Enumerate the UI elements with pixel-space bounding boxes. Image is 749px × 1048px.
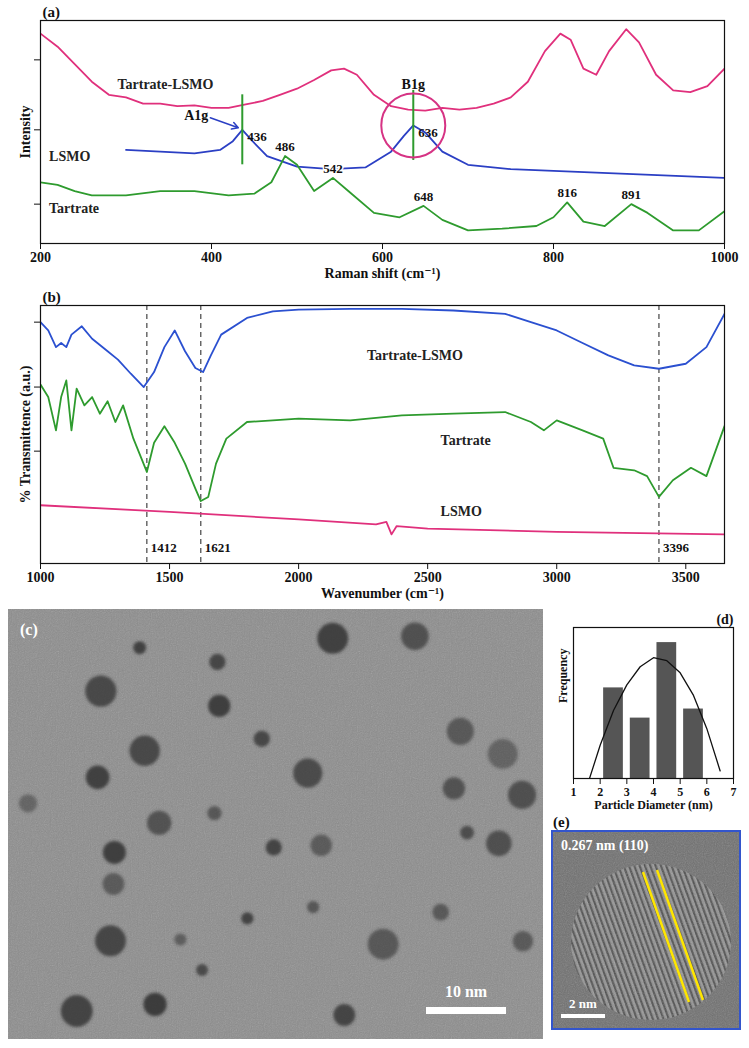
svg-text:Wavenumber (cm⁻¹): Wavenumber (cm⁻¹)	[321, 586, 444, 602]
svg-text:5: 5	[677, 785, 684, 799]
svg-text:1412: 1412	[151, 540, 177, 555]
svg-text:1000: 1000	[711, 250, 739, 265]
svg-text:0.267 nm (110): 0.267 nm (110)	[561, 838, 649, 854]
svg-text:800: 800	[543, 250, 564, 265]
svg-text:200: 200	[30, 250, 51, 265]
svg-text:Tartrate-LSMO: Tartrate-LSMO	[117, 77, 213, 92]
svg-text:3000: 3000	[543, 570, 571, 585]
svg-text:891: 891	[622, 187, 642, 202]
svg-text:636: 636	[418, 125, 438, 140]
svg-text:2 nm: 2 nm	[569, 996, 597, 1011]
svg-text:2500: 2500	[414, 570, 442, 585]
svg-text:Frequency: Frequency	[556, 649, 570, 703]
svg-text:648: 648	[414, 189, 434, 204]
svg-text:Tartrate: Tartrate	[49, 201, 99, 216]
svg-text:816: 816	[557, 185, 577, 200]
svg-text:7: 7	[731, 785, 737, 799]
svg-text:% Transmittence (a.u.): % Transmittence (a.u.)	[18, 365, 34, 503]
svg-text:1: 1	[571, 785, 577, 799]
svg-text:486: 486	[275, 139, 295, 154]
svg-text:(c): (c)	[20, 621, 38, 639]
svg-text:6: 6	[703, 785, 710, 799]
svg-text:(b): (b)	[43, 289, 61, 306]
svg-text:400: 400	[201, 250, 222, 265]
svg-text:1500: 1500	[156, 570, 184, 585]
svg-text:1000: 1000	[27, 570, 55, 585]
svg-text:(a): (a)	[43, 4, 61, 21]
svg-text:542: 542	[323, 161, 343, 176]
svg-text:2000: 2000	[285, 570, 313, 585]
svg-text:B1g: B1g	[402, 77, 425, 92]
svg-text:436: 436	[247, 129, 267, 144]
svg-text:Particle Diameter (nm): Particle Diameter (nm)	[594, 798, 712, 812]
svg-text:4: 4	[650, 785, 657, 799]
svg-text:2: 2	[597, 785, 604, 799]
svg-text:Raman shift (cm⁻¹): Raman shift (cm⁻¹)	[325, 266, 441, 282]
svg-text:3500: 3500	[672, 570, 700, 585]
svg-text:3: 3	[623, 785, 630, 799]
svg-text:Intensity: Intensity	[18, 106, 33, 159]
svg-text:1621: 1621	[205, 540, 231, 555]
svg-text:Tartrate: Tartrate	[441, 433, 491, 448]
svg-text:LSMO: LSMO	[441, 504, 482, 519]
svg-text:10 nm: 10 nm	[445, 983, 488, 1000]
svg-text:(d): (d)	[716, 612, 733, 628]
svg-text:3396: 3396	[663, 540, 690, 555]
html-text:(e): (e)	[553, 814, 570, 830]
svg-text:A1g: A1g	[184, 108, 208, 123]
svg-text:600: 600	[372, 250, 393, 265]
svg-text:Tartrate-LSMO: Tartrate-LSMO	[367, 348, 463, 363]
svg-text:LSMO: LSMO	[49, 149, 90, 164]
